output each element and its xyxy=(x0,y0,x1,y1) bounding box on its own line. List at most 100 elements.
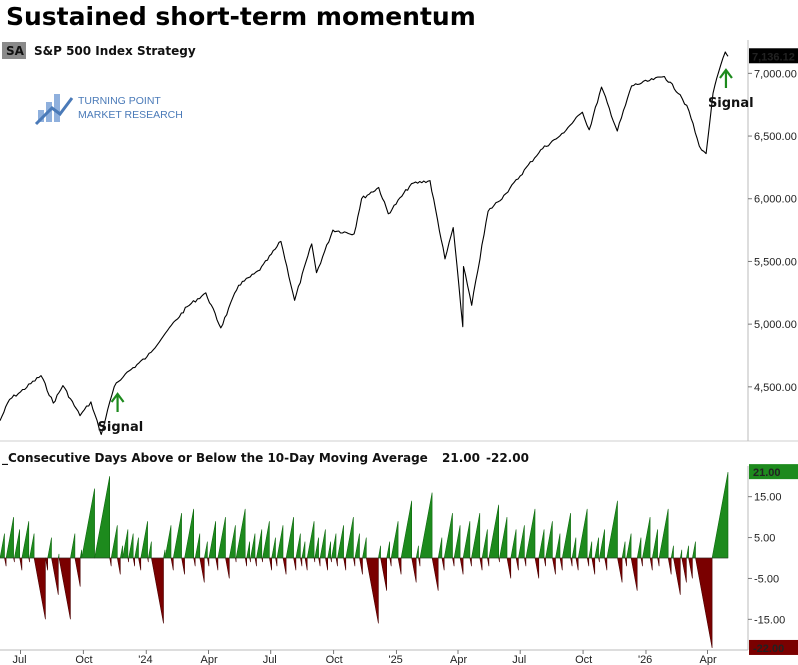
x-axis-tick-label: Apr xyxy=(450,654,467,665)
oscillator-run-below xyxy=(506,557,512,579)
oscillator-y-tick-label: 5.00 xyxy=(754,533,775,545)
oscillator-run-below xyxy=(365,557,379,624)
oscillator-run-below xyxy=(269,557,272,571)
oscillator-run-below xyxy=(244,557,247,567)
oscillator-legend: _Consecutive Days Above or Below the 10-… xyxy=(2,451,428,466)
oscillator-run-above xyxy=(636,537,642,559)
oscillator-run-below xyxy=(313,557,316,563)
oscillator-run-below xyxy=(343,557,347,571)
oscillator-run-below xyxy=(515,557,519,571)
oscillator-run-below xyxy=(695,557,713,649)
price-y-tick-label: 6,000.00 xyxy=(754,194,797,206)
oscillator-run-above xyxy=(345,517,354,559)
oscillator-run-above xyxy=(499,517,508,559)
oscillator-run-above xyxy=(147,541,152,559)
oscillator-run-below xyxy=(199,557,205,583)
x-axis-tick-label: Oct xyxy=(575,654,592,665)
oscillator-run-below xyxy=(254,557,257,567)
oscillator-run-below xyxy=(33,557,46,620)
last-value-box xyxy=(749,48,798,64)
logo-bar xyxy=(54,94,60,122)
oscillator-run-above xyxy=(670,545,674,559)
oscillator-run-above xyxy=(250,533,256,559)
oscillator-run-above xyxy=(443,512,453,559)
oscillator-run-below xyxy=(667,557,672,575)
oscillator-run-above xyxy=(163,549,166,559)
oscillator-run-below xyxy=(389,557,392,567)
oscillator-run-below xyxy=(431,557,439,591)
x-axis-tick-label: '24 xyxy=(138,654,152,665)
oscillator-run-below xyxy=(116,557,121,575)
x-axis-tick-label: Apr xyxy=(699,654,716,665)
logo-line-2: MARKET RESEARCH xyxy=(78,109,183,121)
oscillator-run-below xyxy=(215,557,219,571)
oscillator-run-above xyxy=(651,529,658,559)
oscillator-run-above xyxy=(390,521,399,559)
oscillator-run-above xyxy=(571,537,577,559)
oscillator-run-above xyxy=(555,533,561,559)
oscillator-run-below xyxy=(293,557,297,571)
oscillator-run-below xyxy=(225,557,230,579)
price-y-tick-label: 6,500.00 xyxy=(754,131,797,143)
oscillator-run-below xyxy=(353,557,356,567)
oscillator-run-below xyxy=(624,557,627,567)
oscillator-run-above xyxy=(79,549,82,559)
symbol-badge-box xyxy=(2,42,26,59)
oscillator-run-above xyxy=(208,521,216,559)
oscillator-run-below xyxy=(74,557,81,587)
oscillator-run-below xyxy=(325,557,328,571)
oscillator-run-above xyxy=(203,541,208,559)
oscillator-run-below xyxy=(138,557,142,571)
oscillator-run-above xyxy=(518,525,525,559)
oscillator-run-below xyxy=(58,557,71,620)
oscillator-run-below xyxy=(45,557,48,571)
x-axis-tick-label: Oct xyxy=(326,654,343,665)
oscillator-run-above xyxy=(679,549,683,559)
oscillator-run-above xyxy=(0,533,5,559)
oscillator-run-above xyxy=(306,521,315,559)
oscillator-run-above xyxy=(686,545,689,559)
oscillator-run-above xyxy=(110,525,118,559)
signal-arrow-head-icon xyxy=(110,392,125,403)
oscillator-run-below xyxy=(441,557,445,571)
x-axis-tick-label: Jul xyxy=(263,654,277,665)
oscillator-run-above xyxy=(172,512,182,559)
x-axis-tick-label: Jul xyxy=(512,654,526,665)
price-y-tick-label: 4,500.00 xyxy=(754,382,797,394)
x-axis-tick-label: Oct xyxy=(75,654,92,665)
oscillator-run-above xyxy=(327,541,331,559)
oscillator-run-below xyxy=(275,557,278,567)
oscillator-run-above xyxy=(228,525,236,559)
oscillator-run-above xyxy=(462,521,471,559)
oscillator-run-above xyxy=(594,537,599,559)
oscillator-min-box xyxy=(749,639,798,655)
oscillator-run-below xyxy=(524,557,527,567)
oscillator-run-above xyxy=(57,553,60,559)
oscillator-run-below xyxy=(300,557,303,567)
oscillator-run-below xyxy=(591,557,596,575)
oscillator-run-above xyxy=(453,525,461,559)
oscillator-run-above xyxy=(437,537,443,559)
oscillator-max-box xyxy=(749,464,798,480)
oscillator-run-above xyxy=(194,533,201,559)
last-value-label: 7,136.12 xyxy=(752,51,795,63)
oscillator-run-above xyxy=(134,537,139,559)
oscillator-run-below xyxy=(598,557,600,563)
oscillator-run-above xyxy=(81,488,95,559)
oscillator-run-below xyxy=(479,557,483,571)
oscillator-run-below xyxy=(688,557,693,579)
oscillator-run-below xyxy=(570,557,573,567)
oscillator-run-below xyxy=(575,557,579,571)
oscillator-run-above xyxy=(47,537,52,559)
oscillator-run-above xyxy=(140,521,148,559)
oscillator-run-above xyxy=(525,508,536,559)
oscillator-run-below xyxy=(498,557,500,563)
oscillator-bars xyxy=(0,472,729,649)
oscillator-run-above xyxy=(415,545,419,559)
oscillator-run-below xyxy=(109,557,112,567)
oscillator-run-below xyxy=(469,557,472,567)
oscillator-run-below xyxy=(151,557,164,624)
oscillator-run-below xyxy=(604,557,608,571)
oscillator-run-above xyxy=(599,529,605,559)
